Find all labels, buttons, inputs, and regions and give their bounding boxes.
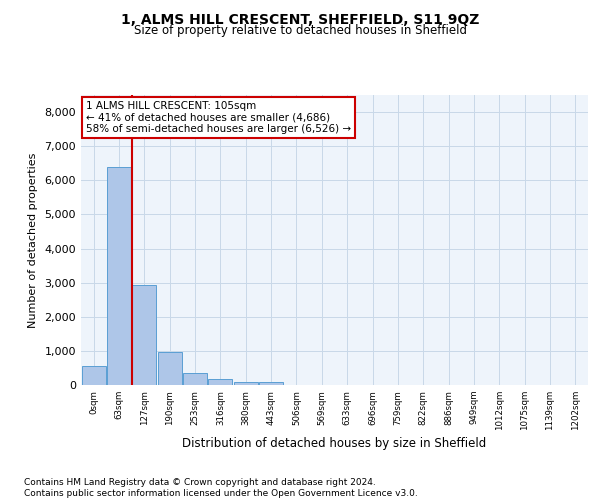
Bar: [234, 382, 258, 385]
Bar: [259, 382, 283, 385]
Bar: [158, 352, 182, 385]
Bar: [183, 372, 207, 385]
Text: 1 ALMS HILL CRESCENT: 105sqm
← 41% of detached houses are smaller (4,686)
58% of: 1 ALMS HILL CRESCENT: 105sqm ← 41% of de…: [86, 101, 351, 134]
Bar: [208, 380, 232, 385]
Y-axis label: Number of detached properties: Number of detached properties: [28, 152, 38, 328]
Bar: [82, 366, 106, 385]
Bar: [133, 286, 157, 385]
X-axis label: Distribution of detached houses by size in Sheffield: Distribution of detached houses by size …: [182, 437, 487, 450]
Text: Contains HM Land Registry data © Crown copyright and database right 2024.
Contai: Contains HM Land Registry data © Crown c…: [24, 478, 418, 498]
Text: 1, ALMS HILL CRESCENT, SHEFFIELD, S11 9QZ: 1, ALMS HILL CRESCENT, SHEFFIELD, S11 9Q…: [121, 12, 479, 26]
Text: Size of property relative to detached houses in Sheffield: Size of property relative to detached ho…: [133, 24, 467, 37]
Bar: [107, 166, 131, 385]
